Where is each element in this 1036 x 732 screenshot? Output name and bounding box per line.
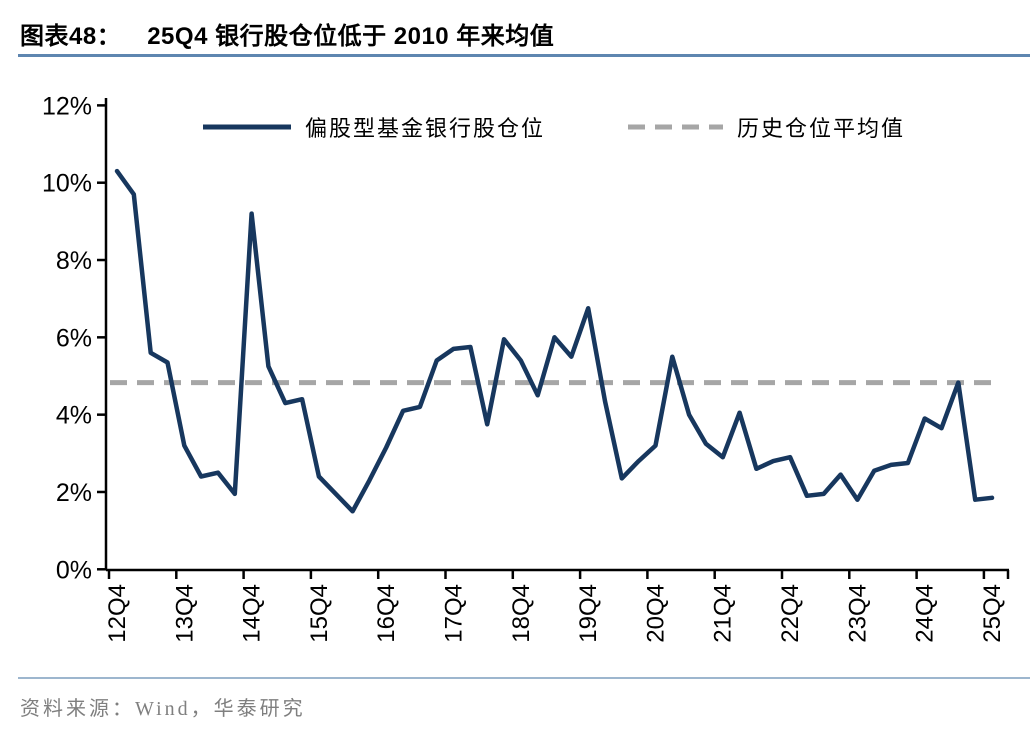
x-tick-label: 19Q4: [575, 584, 602, 643]
line-chart: 0% 2% 4% 6% 8% 10% 12% 12Q4 13Q4 14Q4 15Q4 16Q4 17Q4…: [42, 92, 1010, 643]
x-tick-label: 23Q4: [844, 584, 871, 643]
y-tick-label: 12%: [42, 92, 92, 120]
x-tick-label: 12Q4: [104, 584, 131, 643]
x-tick-label: 22Q4: [777, 584, 804, 643]
y-tick-label: 6%: [56, 324, 92, 352]
y-tick-label: 8%: [56, 247, 92, 275]
x-tick-label: 13Q4: [171, 584, 198, 643]
x-tick-label: 15Q4: [306, 584, 333, 643]
y-tick-label: 10%: [42, 170, 92, 198]
footer-divider: [18, 677, 1030, 679]
x-tick-label: 25Q4: [979, 584, 1006, 643]
x-tick-label: 20Q4: [642, 584, 669, 643]
title-divider: [18, 54, 1030, 57]
x-tick-label: 14Q4: [239, 584, 266, 643]
chart-area: 0% 2% 4% 6% 8% 10% 12% 12Q4 13Q4 14Q4 15Q4 16Q4 17Q4…: [0, 60, 1036, 678]
figure-number: 图表48：: [20, 23, 122, 50]
legend-label-historical-average: 历史仓位平均值: [737, 116, 905, 141]
x-tick-label: 17Q4: [441, 584, 468, 643]
y-tick-label: 0%: [56, 556, 92, 584]
x-tick-label: 16Q4: [373, 584, 400, 643]
y-tick-label: 4%: [56, 402, 92, 430]
x-tick-label: 21Q4: [710, 584, 737, 643]
figure-title: 图表48： 25Q4 银行股仓位低于 2010 年来均值: [20, 16, 554, 51]
x-tick-label: 24Q4: [912, 584, 939, 643]
x-tick-label: 18Q4: [508, 584, 535, 643]
legend-label-fund-position: 偏股型基金银行股仓位: [305, 116, 545, 141]
source-note: 资料来源：Wind，华泰研究: [20, 698, 306, 720]
fund-bank-position-line: [114, 168, 995, 514]
figure-heading: 25Q4 银行股仓位低于 2010 年来均值: [147, 23, 555, 50]
y-tick-label: 2%: [56, 479, 92, 507]
